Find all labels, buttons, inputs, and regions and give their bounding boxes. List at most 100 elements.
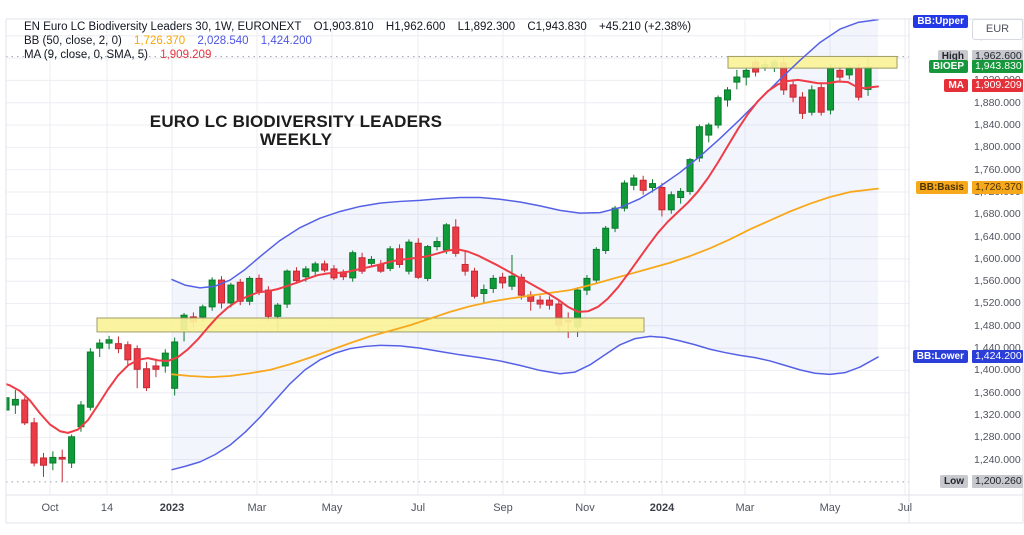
bb-lower-value: 1,424.200 [260,35,312,47]
legend-symbol-row[interactable]: EN Euro LC Biodiversity Leaders 30, 1W, … [24,20,700,34]
currency-button[interactable]: EUR [972,19,1023,40]
high-value-badge: 1,962.600 [972,49,1023,63]
bb-lower-value-badge: 1,424.200 [972,349,1023,363]
candle [845,67,853,76]
time-tick: Nov [575,502,595,514]
candle [864,66,872,90]
symbol-title[interactable]: EN Euro LC Biodiversity Leaders 30, 1W, … [24,21,302,33]
candle [208,279,216,308]
bb-basis-line [171,187,879,379]
legend-ma-row[interactable]: MA (9, close, 0, SMA, 5) 1,909.209 [24,48,700,62]
candle [311,263,319,272]
candle [49,456,57,464]
bb-basis-value: 1,726.370 [134,35,186,47]
candle [742,69,750,78]
candle [705,124,713,136]
chart-annotation[interactable]: EURO LC BIODIVERSITY LEADERS WEEKLY [150,113,442,148]
candle [11,398,19,406]
price-tick: 1,560.000 [974,275,1021,288]
candle [611,207,619,229]
candle [471,270,478,297]
ma-indicator-label[interactable]: MA (9, close, 0, SMA, 5) [24,49,148,61]
legend: EN Euro LC Biodiversity Leaders 30, 1W, … [24,20,700,62]
time-tick: 2024 [649,502,675,514]
candle [255,277,263,292]
bb-basis-value-badge: 1,726.370 [972,181,1023,195]
price-tick: 1,680.000 [974,208,1021,221]
price-tick: 1,240.000 [974,453,1021,466]
ma-label-badge: MA [944,79,968,93]
resistance-zone[interactable] [727,55,898,69]
candle [405,241,413,272]
candle [798,96,806,114]
price-tick: 1,360.000 [974,386,1021,399]
candle [114,343,122,350]
candle [152,365,160,370]
pane-borders [5,18,1024,524]
candles [6,56,872,482]
candle [536,299,544,305]
candle [442,224,450,251]
candle [218,279,226,304]
candle [21,399,29,424]
candle [499,276,507,284]
time-tick: Sep [493,502,513,514]
time-tick: Jul [897,502,913,514]
ohlc-low: L1,892.300 [457,21,516,33]
candle [714,97,722,126]
candle [480,289,488,294]
candle [274,304,282,317]
candle [171,341,179,389]
bb-basis-label-badge: BB:Basis [915,181,968,195]
price-tick: 1,880.000 [974,96,1021,109]
candle [545,299,553,306]
price-tick: 1,840.000 [974,119,1021,132]
candle [161,352,169,367]
high-label-badge: High [937,49,968,63]
candle [246,277,254,302]
annotation-line1: EURO LC BIODIVERSITY LEADERS [149,112,443,131]
price-tick: 1,640.000 [974,230,1021,243]
candle [836,69,844,78]
candle [677,190,685,199]
annotation-line2: WEEKLY [259,129,333,149]
candle [855,67,863,98]
support-zone[interactable] [96,317,645,333]
candle [602,227,610,252]
candle [630,177,638,186]
price-tick: 1,520.000 [974,297,1021,310]
candle [199,306,207,318]
candle [386,248,394,269]
price-tick: 1,800.000 [974,141,1021,154]
candle [433,241,441,248]
time-tick: Jul [410,502,426,514]
candle [264,289,272,317]
candle [789,84,797,98]
candle [658,186,666,211]
time-tick: May [819,502,841,514]
price-tick: 1,480.000 [974,319,1021,332]
bb-fill [172,19,878,470]
candle [349,252,357,279]
bb-lower-label-badge: BB:Lower [912,349,968,363]
candle [723,89,731,101]
low-value-badge: 1,200.260 [972,474,1023,488]
candle [695,126,703,159]
time-tick: Mar [247,502,267,514]
candle [86,351,94,408]
candle [808,89,816,113]
candle [39,457,47,466]
legend-bb-row[interactable]: BB (50, close, 2, 0) 1,726.370 2,028.540… [24,34,700,48]
candle [30,422,38,464]
price-tick: 1,320.000 [974,409,1021,422]
low-label-badge: Low [940,474,968,488]
bb-indicator-label[interactable]: BB (50, close, 2, 0) [24,35,122,47]
price-tick: 1,280.000 [974,431,1021,444]
candle [639,179,647,191]
candle [236,281,244,302]
candle [489,277,497,289]
price-tick: 1,400.000 [974,364,1021,377]
price-tick: 1,760.000 [974,163,1021,176]
candle [414,242,422,278]
